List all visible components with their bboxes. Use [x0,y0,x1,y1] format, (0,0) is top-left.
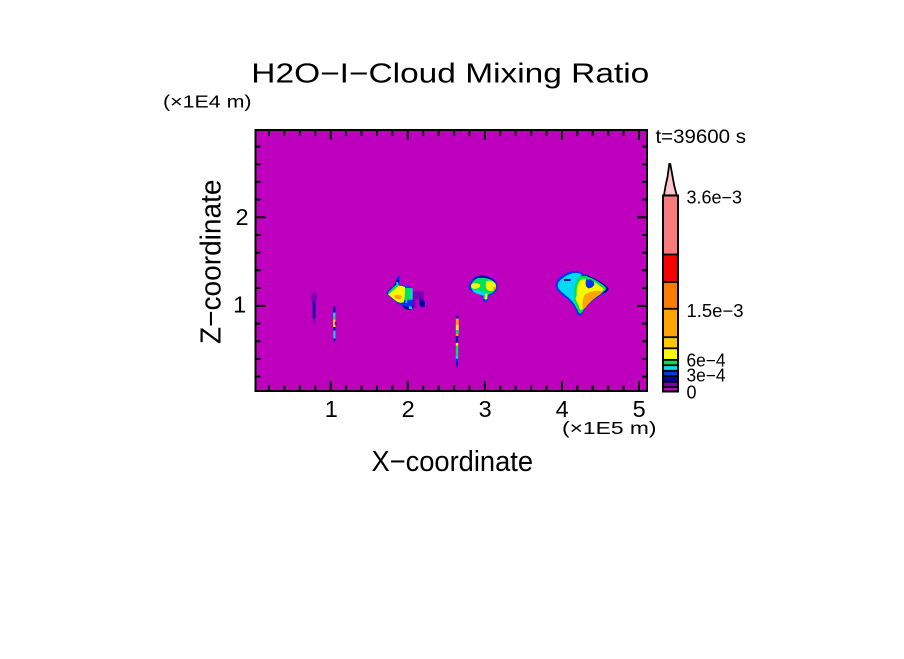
svg-text:1: 1 [233,292,246,318]
svg-text:5: 5 [633,396,646,422]
svg-text:t=39600 s: t=39600 s [656,127,747,148]
svg-text:4: 4 [556,396,569,422]
svg-text:H2O−I−Cloud Mixing Ratio: H2O−I−Cloud Mixing Ratio [251,58,649,89]
svg-text:1: 1 [325,396,338,422]
svg-text:X−coordinate: X−coordinate [372,446,534,478]
svg-text:2: 2 [235,204,248,230]
svg-text:(×1E4 m): (×1E4 m) [163,92,252,112]
svg-text:0: 0 [687,382,697,402]
svg-text:6e−4: 6e−4 [687,350,726,370]
svg-text:(×1E5 m): (×1E5 m) [562,418,657,438]
svg-text:3: 3 [479,396,492,422]
svg-text:1.5e−3: 1.5e−3 [687,301,744,321]
svg-text:3e−4: 3e−4 [687,366,726,386]
svg-text:2: 2 [402,396,415,422]
svg-text:Z−coordinate: Z−coordinate [196,180,228,345]
svg-text:3.6e−3: 3.6e−3 [687,188,743,208]
